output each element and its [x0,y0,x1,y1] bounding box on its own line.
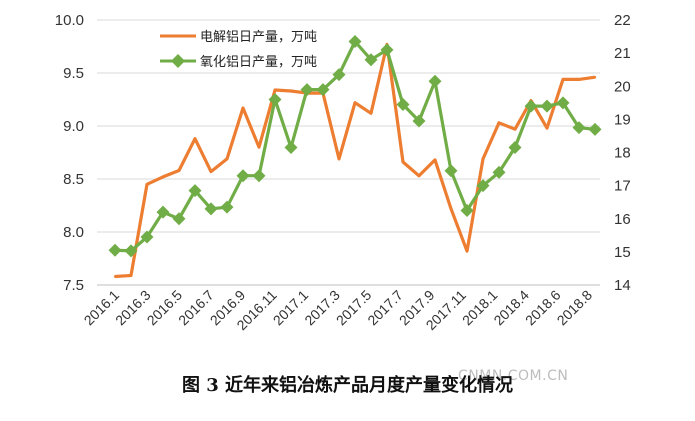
right-y-tick-label: 20 [614,78,631,95]
series-point-1 [172,212,186,226]
series-point-1 [524,99,538,113]
left-y-tick-label: 10.0 [55,12,84,29]
series-point-1 [188,184,202,198]
series-point-1 [444,164,458,178]
series-point-0 [129,274,133,277]
series-point-1 [492,165,506,179]
series-point-0 [113,275,117,278]
series-point-0 [257,146,261,149]
series-point-1 [396,97,410,111]
series-point-1 [220,200,234,214]
series-point-1 [268,93,282,106]
left-y-tick-label: 9.5 [63,65,84,82]
right-y-tick-label: 19 [614,111,631,128]
series-point-1 [236,169,250,183]
series-point-1 [460,203,474,217]
legend-label-aluminum: 电解铝日产量，万吨 [200,30,317,45]
series-point-0 [497,121,501,125]
series-point-1 [572,121,586,135]
series-point-1 [476,179,490,193]
right-y-tick-label: 22 [614,12,631,29]
series-point-0 [241,106,245,110]
series-point-1 [140,230,154,244]
series-point-1 [588,122,602,136]
figure-caption: 图 3 近年来铝冶炼产品月度产量变化情况 [181,375,514,396]
series-layer [108,35,602,279]
legend-marker-alumina [171,54,185,68]
dual-axis-line-chart: 7.5 8.0 8.5 9.0 9.5 10.0 14 15 16 17 18 19 20 21 22 2… [55,12,631,333]
right-y-axis: 14 15 16 17 18 19 20 21 22 [614,12,631,294]
series-point-0 [177,169,181,172]
series-point-0 [449,207,453,210]
right-y-tick-label: 17 [614,178,631,195]
series-point-1 [300,83,314,97]
series-point-1 [156,205,170,219]
legend: 电解铝日产量，万吨 氧化铝日产量，万吨 [160,30,317,70]
right-y-tick-label: 16 [614,211,631,228]
series-point-1 [364,53,378,67]
series-point-1 [284,141,298,155]
series-point-1 [332,68,346,82]
series-point-0 [289,89,293,93]
series-point-1 [540,99,554,113]
series-point-0 [145,183,149,186]
series-point-0 [273,88,277,92]
series-point-1 [204,202,218,216]
series-point-1 [508,141,522,155]
series-line-0 [114,42,596,279]
series-point-0 [561,78,565,81]
left-y-tick-label: 8.0 [63,224,84,241]
left-y-axis: 7.5 8.0 8.5 9.0 9.5 10.0 [55,12,84,294]
series-point-0 [417,174,421,178]
left-y-tick-label: 7.5 [63,277,84,294]
right-y-tick-label: 18 [614,145,631,162]
series-point-0 [433,158,437,162]
series-point-0 [545,126,549,130]
series-point-1 [380,43,394,57]
left-y-tick-label: 8.5 [63,171,84,188]
right-y-tick-label: 21 [614,45,631,62]
right-y-tick-label: 15 [614,244,631,261]
series-point-0 [513,127,517,131]
series-point-0 [577,78,581,81]
series-point-0 [481,157,485,161]
series-point-1 [556,96,570,110]
series-point-1 [108,243,122,257]
series-point-0 [193,137,197,140]
series-point-0 [337,157,341,161]
x-tick-label: 2018.8 [554,287,596,329]
watermark: CNMN.COM.CN [458,368,569,384]
right-y-tick-label: 14 [614,277,631,294]
series-point-0 [465,249,469,253]
series-point-1 [316,83,330,97]
series-point-1 [252,169,266,183]
left-y-tick-label: 9.0 [63,118,84,135]
legend-label-alumina: 氧化铝日产量，万吨 [200,55,317,70]
series-point-0 [369,112,373,115]
series-point-0 [209,170,213,173]
series-point-0 [225,157,229,161]
series-point-0 [161,175,165,179]
x-axis: 2016.12016.32016.52016.72016.92016.11201… [81,284,600,333]
series-point-0 [353,101,357,104]
series-point-0 [401,160,405,164]
series-point-1 [348,35,362,49]
series-point-1 [428,74,442,88]
series-point-0 [593,76,597,79]
series-point-1 [124,244,138,258]
series-point-1 [412,114,426,128]
